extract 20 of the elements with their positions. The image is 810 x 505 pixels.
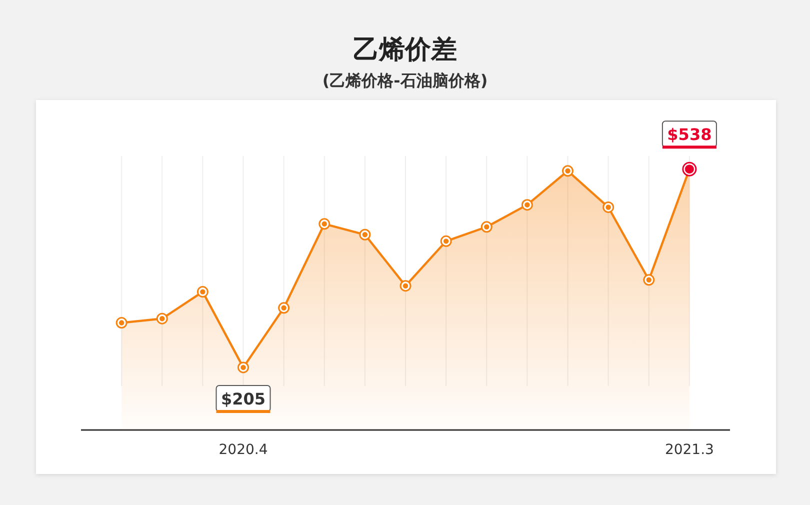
- point: [480, 221, 492, 233]
- point: [318, 218, 330, 230]
- point: [400, 280, 412, 292]
- point: [116, 317, 128, 329]
- point: [359, 228, 371, 240]
- chart-title: 乙烯价差: [353, 35, 457, 65]
- point: [238, 362, 249, 374]
- point: [156, 312, 168, 324]
- chart-subtitle: (乙烯价格-石油脑价格): [322, 71, 488, 90]
- point: [562, 165, 574, 177]
- point: [440, 235, 452, 247]
- point: [643, 274, 655, 286]
- x-tick-label: 2021.3: [664, 442, 714, 458]
- x-tick-label: 2020.4: [218, 442, 268, 458]
- data-label: $538: [667, 125, 712, 144]
- point: [521, 199, 533, 211]
- point: [278, 302, 290, 314]
- point: [196, 286, 208, 298]
- point: [602, 201, 614, 213]
- data-label: $205: [220, 389, 266, 408]
